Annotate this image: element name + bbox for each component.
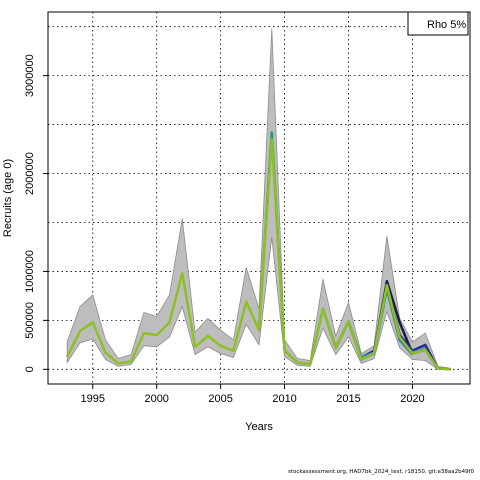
x-tick-label: 1995 bbox=[81, 393, 105, 405]
x-axis-label: Years bbox=[245, 421, 273, 433]
y-tick-label: 500000 bbox=[24, 302, 36, 339]
x-tick-label: 2000 bbox=[144, 393, 168, 405]
y-axis-ticks: 0 500000 1000000 2000000 3000000 bbox=[24, 54, 48, 372]
y-tick-label: 1000000 bbox=[24, 250, 36, 293]
legend: Rho 5% bbox=[407, 11, 469, 36]
plot-frame bbox=[47, 11, 471, 385]
y-tick-label: 0 bbox=[24, 366, 36, 372]
legend-text: Rho 5% bbox=[427, 19, 466, 31]
legend-box bbox=[407, 11, 469, 36]
x-tick-label: 2015 bbox=[336, 393, 360, 405]
x-axis-ticks: 1995 2000 2005 2010 2015 2020 bbox=[81, 384, 425, 405]
base-series-line bbox=[66, 138, 451, 371]
y-tick-label: 2000000 bbox=[24, 152, 36, 195]
x-tick-label: 2005 bbox=[208, 393, 232, 405]
y-tick-label: 3000000 bbox=[24, 54, 36, 97]
series-lines-layer bbox=[66, 131, 451, 371]
x-tick-label: 2020 bbox=[400, 393, 424, 405]
x-tick-label: 2010 bbox=[272, 393, 296, 405]
y-axis-label: Recruits (age 0) bbox=[2, 159, 14, 237]
footer-source: stockassessment.org, HAD7bk_2024_test, r… bbox=[287, 469, 474, 475]
